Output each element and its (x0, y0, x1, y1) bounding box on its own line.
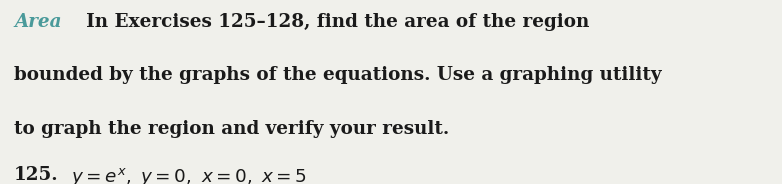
Text: to graph the region and verify your result.: to graph the region and verify your resu… (14, 120, 450, 138)
Text: Area: Area (14, 13, 62, 31)
Text: 125.: 125. (14, 166, 59, 184)
Text: bounded by the graphs of the equations. Use a graphing utility: bounded by the graphs of the equations. … (14, 66, 662, 84)
Text: In Exercises 125–128, find the area of the region: In Exercises 125–128, find the area of t… (67, 13, 590, 31)
Text: $y = e^{x},\ y = 0,\ x = 0,\ x = 5$: $y = e^{x},\ y = 0,\ x = 0,\ x = 5$ (71, 166, 307, 184)
